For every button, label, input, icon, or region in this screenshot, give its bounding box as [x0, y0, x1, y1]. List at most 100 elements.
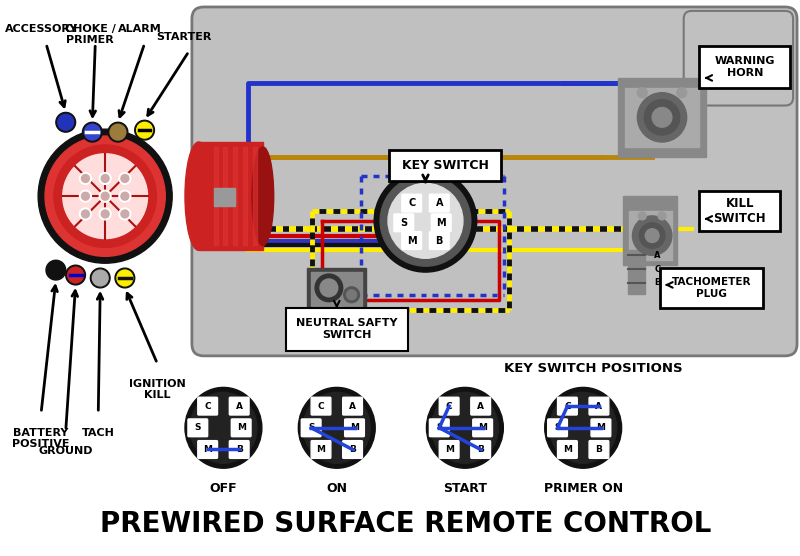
Text: B: B — [435, 236, 443, 246]
Text: S: S — [554, 423, 561, 433]
Circle shape — [82, 210, 90, 218]
Circle shape — [90, 268, 110, 288]
Circle shape — [121, 192, 129, 200]
FancyBboxPatch shape — [439, 440, 459, 458]
FancyBboxPatch shape — [342, 440, 362, 458]
FancyBboxPatch shape — [230, 397, 249, 415]
Text: A: A — [236, 401, 242, 411]
Text: A: A — [477, 401, 484, 411]
Text: CHOKE /
PRIMER: CHOKE / PRIMER — [65, 24, 116, 46]
FancyBboxPatch shape — [302, 419, 321, 436]
Circle shape — [82, 192, 90, 200]
Text: PREWIRED SURFACE REMOTE CONTROL: PREWIRED SURFACE REMOTE CONTROL — [100, 510, 711, 538]
Circle shape — [66, 265, 86, 285]
Text: C: C — [318, 401, 324, 411]
Text: M: M — [203, 445, 212, 454]
Circle shape — [45, 136, 166, 256]
Text: OFF: OFF — [210, 482, 238, 495]
Bar — [198, 142, 263, 250]
Text: C: C — [564, 401, 570, 411]
Text: GROUND: GROUND — [38, 445, 93, 455]
Circle shape — [638, 93, 686, 142]
Bar — [618, 78, 706, 157]
FancyBboxPatch shape — [402, 232, 422, 250]
FancyBboxPatch shape — [198, 440, 218, 458]
Circle shape — [79, 172, 91, 185]
FancyBboxPatch shape — [389, 150, 502, 181]
Text: IGNITION
KILL: IGNITION KILL — [129, 379, 186, 400]
Bar — [234, 147, 238, 246]
Text: TACHOMETER
PLUG: TACHOMETER PLUG — [671, 277, 751, 299]
FancyBboxPatch shape — [345, 419, 364, 436]
Circle shape — [38, 129, 172, 263]
FancyBboxPatch shape — [471, 440, 490, 458]
FancyBboxPatch shape — [660, 268, 762, 307]
Circle shape — [633, 216, 672, 255]
Text: C: C — [204, 401, 211, 411]
Ellipse shape — [426, 388, 503, 468]
Circle shape — [46, 260, 66, 280]
Text: A: A — [654, 251, 661, 260]
FancyBboxPatch shape — [430, 232, 449, 250]
FancyBboxPatch shape — [473, 419, 493, 436]
Circle shape — [119, 208, 130, 220]
Bar — [223, 147, 227, 246]
Circle shape — [99, 208, 111, 220]
FancyBboxPatch shape — [286, 307, 408, 351]
FancyBboxPatch shape — [699, 46, 790, 88]
Ellipse shape — [550, 393, 617, 463]
Circle shape — [638, 88, 647, 98]
Text: B: B — [654, 279, 661, 287]
Circle shape — [658, 212, 666, 220]
Text: M: M — [437, 218, 446, 228]
Circle shape — [92, 270, 108, 286]
Circle shape — [48, 262, 64, 278]
Circle shape — [68, 267, 83, 283]
FancyBboxPatch shape — [699, 191, 780, 231]
Text: M: M — [350, 423, 359, 433]
Ellipse shape — [431, 393, 498, 463]
Circle shape — [110, 124, 126, 140]
Circle shape — [119, 190, 130, 202]
FancyBboxPatch shape — [188, 419, 208, 436]
FancyBboxPatch shape — [558, 397, 578, 415]
FancyBboxPatch shape — [342, 397, 362, 415]
Circle shape — [79, 208, 91, 220]
Text: ACCESSORY: ACCESSORY — [5, 24, 78, 34]
Circle shape — [85, 124, 100, 140]
FancyBboxPatch shape — [311, 397, 331, 415]
Text: M: M — [597, 423, 606, 433]
Text: KILL
SWITCH: KILL SWITCH — [714, 197, 766, 225]
Text: STARTER: STARTER — [156, 32, 212, 42]
Circle shape — [102, 210, 109, 218]
FancyBboxPatch shape — [231, 419, 251, 436]
Text: ON: ON — [326, 482, 347, 495]
Text: C: C — [408, 198, 415, 208]
Text: S: S — [308, 423, 314, 433]
Bar — [307, 268, 366, 310]
Ellipse shape — [303, 393, 370, 463]
Circle shape — [102, 192, 109, 200]
Circle shape — [320, 279, 338, 297]
Circle shape — [54, 145, 157, 247]
FancyBboxPatch shape — [684, 11, 793, 106]
Circle shape — [638, 212, 646, 220]
Circle shape — [121, 175, 129, 182]
FancyBboxPatch shape — [471, 397, 490, 415]
Ellipse shape — [185, 388, 262, 468]
Text: BATTERY
POSITIVE: BATTERY POSITIVE — [12, 428, 70, 449]
FancyBboxPatch shape — [192, 7, 797, 356]
Bar — [622, 196, 677, 265]
Text: PRIMER ON: PRIMER ON — [544, 482, 622, 495]
Circle shape — [62, 154, 147, 239]
Circle shape — [677, 88, 686, 98]
Text: C: C — [446, 401, 453, 411]
Circle shape — [115, 268, 134, 288]
Text: C: C — [654, 265, 660, 274]
Circle shape — [344, 287, 359, 302]
Circle shape — [646, 229, 659, 242]
Circle shape — [134, 120, 154, 140]
Text: A: A — [435, 198, 443, 208]
Text: ALARM: ALARM — [118, 24, 162, 34]
Circle shape — [99, 172, 111, 185]
